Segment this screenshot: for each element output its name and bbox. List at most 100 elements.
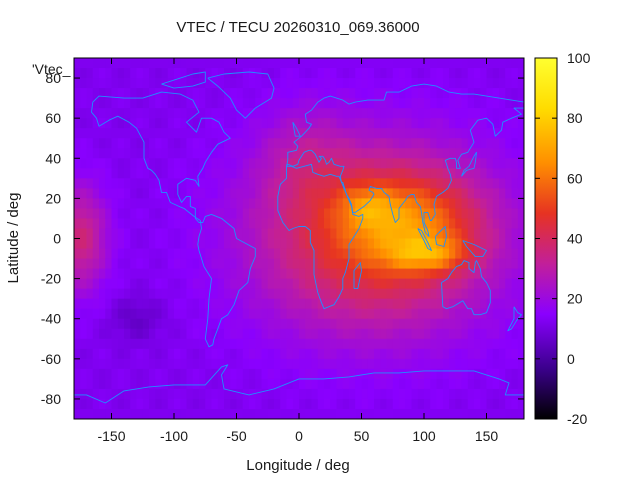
heatmap-cell (174, 268, 181, 280)
heatmap-cell (261, 298, 269, 310)
heatmap-cell (430, 318, 438, 330)
heatmap-cell (411, 68, 419, 79)
heatmap-cell (292, 228, 300, 240)
heatmap-cell (449, 98, 456, 109)
heatmap-cell (411, 208, 419, 220)
heatmap-cell (230, 158, 238, 169)
heatmap-cell (449, 58, 456, 69)
heatmap-cell (230, 318, 238, 330)
heatmap-cell (517, 178, 524, 189)
heatmap-cell (242, 408, 250, 419)
heatmap-cell (361, 88, 369, 99)
heatmap-cell (399, 158, 406, 169)
heatmap-cell (249, 78, 256, 89)
heatmap-cell (130, 138, 138, 149)
heatmap-cell (274, 298, 281, 310)
heatmap-cell (311, 68, 319, 79)
heatmap-cell (374, 198, 381, 210)
heatmap-cell (205, 138, 213, 149)
heatmap-cell (299, 388, 306, 400)
heatmap-cell (411, 218, 419, 230)
heatmap-cell (511, 98, 519, 109)
heatmap-cell (192, 318, 200, 330)
heatmap-cell (267, 308, 275, 320)
heatmap-cell (455, 98, 463, 109)
heatmap-cell (217, 128, 225, 139)
heatmap-cell (399, 118, 406, 129)
heatmap-cell (142, 128, 150, 139)
heatmap-cell (280, 338, 288, 350)
heatmap-cell (324, 368, 331, 380)
heatmap-cell (417, 388, 425, 400)
heatmap-cell (411, 188, 419, 199)
heatmap-cell (311, 258, 319, 270)
heatmap-cell (155, 288, 163, 300)
heatmap-cell (386, 378, 394, 390)
heatmap-cell (130, 348, 138, 360)
heatmap-cell (92, 58, 100, 69)
heatmap-cell (167, 288, 175, 300)
heatmap-cell (211, 308, 219, 320)
heatmap-cell (74, 78, 81, 89)
heatmap-cell (299, 258, 306, 270)
heatmap-cell (349, 218, 356, 230)
heatmap-cell (274, 278, 281, 290)
heatmap-cell (105, 88, 113, 99)
heatmap-cell (299, 218, 306, 230)
heatmap-cell (480, 378, 488, 390)
heatmap-cell (480, 288, 488, 300)
heatmap-cell (424, 188, 431, 199)
heatmap-cell (74, 138, 81, 149)
heatmap-cell (236, 368, 244, 380)
heatmap-cell (249, 228, 256, 240)
heatmap-cell (386, 338, 394, 350)
heatmap-cell (267, 168, 275, 179)
heatmap-cell (299, 158, 306, 169)
heatmap-cell (274, 138, 281, 149)
heatmap-cell (149, 288, 156, 300)
heatmap-cell (424, 278, 431, 290)
heatmap-cell (192, 228, 200, 240)
heatmap-cell (499, 218, 506, 230)
heatmap-cell (180, 338, 188, 350)
heatmap-cell (324, 248, 331, 260)
heatmap-cell (224, 168, 231, 179)
heatmap-cell (374, 258, 381, 270)
heatmap-cell (317, 378, 325, 390)
heatmap-cell (461, 368, 469, 380)
heatmap-cell (161, 138, 169, 149)
heatmap-cell (324, 208, 331, 220)
heatmap-cell (461, 348, 469, 360)
heatmap-cell (274, 148, 281, 159)
heatmap-cell (299, 58, 306, 69)
heatmap-cell (455, 128, 463, 139)
heatmap-cell (399, 168, 406, 179)
heatmap-cell (399, 308, 406, 320)
heatmap-cell (317, 248, 325, 260)
heatmap-cell (417, 158, 425, 169)
heatmap-cell (355, 128, 363, 139)
heatmap-cell (267, 158, 275, 169)
heatmap-cell (86, 338, 94, 350)
heatmap-cell (392, 178, 400, 189)
heatmap-cell (467, 258, 475, 270)
heatmap-cell (211, 148, 219, 159)
heatmap-cell (355, 108, 363, 119)
heatmap-cell (167, 138, 175, 149)
heatmap-cell (130, 218, 138, 230)
heatmap-cell (499, 168, 506, 179)
heatmap-cell (342, 268, 350, 280)
heatmap-cell (130, 258, 138, 270)
coastline (74, 364, 524, 404)
heatmap-cell (161, 208, 169, 220)
heatmap-cell (136, 68, 144, 79)
heatmap-cell (99, 278, 106, 290)
heatmap-cell (324, 348, 331, 360)
heatmap-cell (161, 198, 169, 210)
heatmap-cell (417, 258, 425, 270)
heatmap-cell (205, 378, 213, 390)
heatmap-cell (430, 378, 438, 390)
heatmap-cell (374, 278, 381, 290)
heatmap-cell (417, 118, 425, 129)
heatmap-cell (492, 388, 500, 400)
